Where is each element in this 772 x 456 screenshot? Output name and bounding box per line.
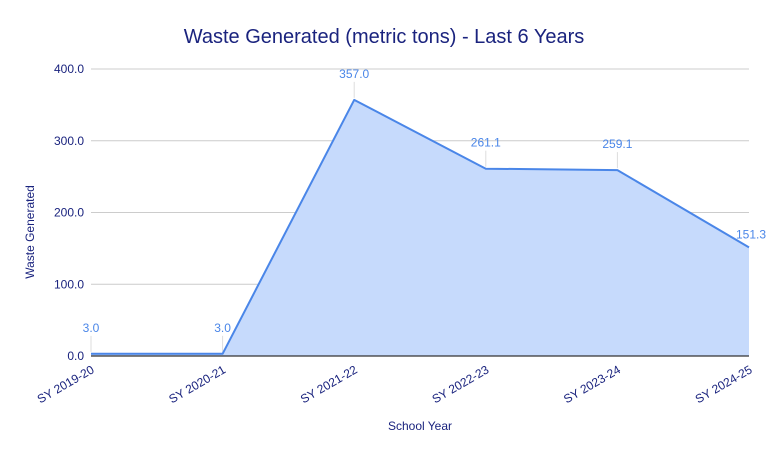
x-tick-label: SY 2021-22 <box>298 362 360 406</box>
data-label: 3.0 <box>214 321 231 335</box>
series-line[interactable] <box>91 98 750 355</box>
data-label: 3.0 <box>83 321 100 335</box>
x-tick-label: SY 2022-23 <box>430 362 492 406</box>
x-tick-label: SY 2020-21 <box>166 362 228 406</box>
y-tick-label: 300.0 <box>54 134 84 148</box>
data-label: 151.3 <box>736 227 766 241</box>
y-tick-label: 200.0 <box>54 206 84 220</box>
data-label-leaders <box>90 81 618 352</box>
data-labels: 3.0 3.0 357.0 261.1 259.1 151.3 <box>83 67 767 335</box>
data-label: 261.1 <box>471 136 501 150</box>
y-tick-label: 100.0 <box>54 277 84 291</box>
data-label: 357.0 <box>339 67 369 81</box>
y-axis-label: Waste Generated <box>23 185 37 279</box>
x-tick-label: SY 2019-20 <box>35 362 97 406</box>
x-tick-label: SY 2023-24 <box>561 362 623 406</box>
chart-title: Waste Generated (metric tons) - Last 6 Y… <box>184 26 585 48</box>
y-tick-label: 0.0 <box>67 349 84 363</box>
y-tick-label: 400.0 <box>54 62 84 76</box>
y-axis-ticks: 0.0 100.0 200.0 300.0 400.0 <box>54 62 84 363</box>
area-fill <box>91 99 749 357</box>
data-label: 259.1 <box>602 137 632 151</box>
x-tick-label: SY 2024-25 <box>693 362 755 406</box>
x-axis-label: School Year <box>388 419 452 433</box>
x-axis-ticks: SY 2019-20 SY 2020-21 SY 2021-22 SY 2022-23… <box>35 362 755 406</box>
